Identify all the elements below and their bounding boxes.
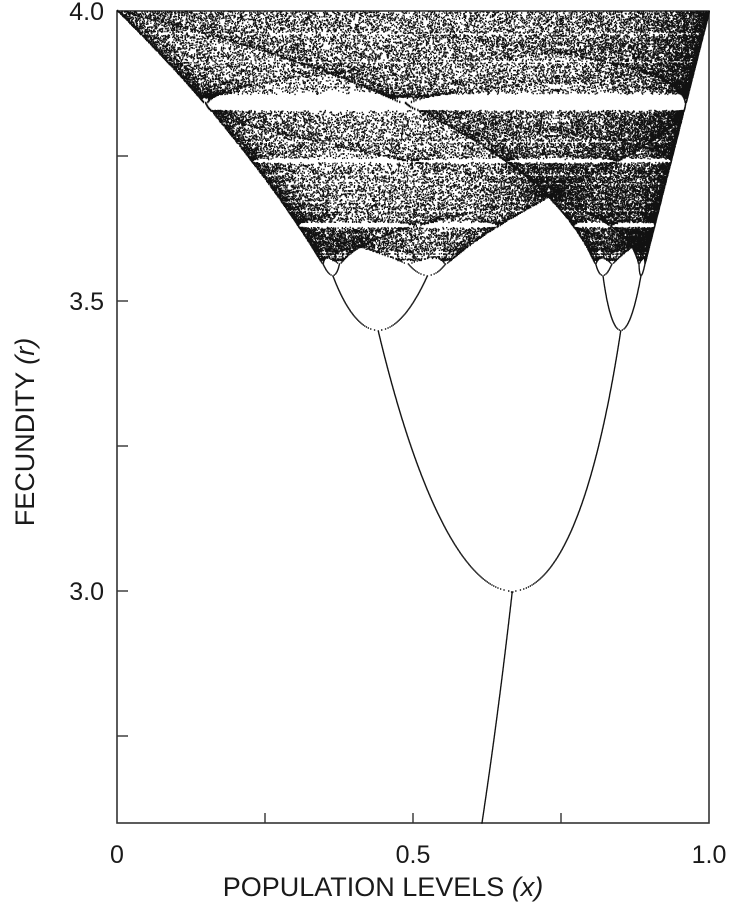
x-tick-label: 0 bbox=[110, 841, 124, 869]
y-axis-title-text: FECUNDITY bbox=[10, 372, 40, 526]
y-tick-label: 3.5 bbox=[69, 288, 104, 316]
x-tick-label: 1.0 bbox=[692, 841, 727, 869]
y-tick-label: 3.0 bbox=[69, 578, 104, 606]
x-axis-title-text: POPULATION LEVELS bbox=[223, 872, 505, 902]
x-axis-title: POPULATION LEVELS (x) bbox=[223, 872, 544, 902]
x-axis-title-var: (x) bbox=[512, 872, 543, 902]
x-tick-label: 0.5 bbox=[396, 841, 431, 869]
y-tick-label: 4.0 bbox=[69, 0, 104, 26]
y-axis-title: FECUNDITY (r) bbox=[10, 338, 40, 527]
y-axis-title-var: (r) bbox=[10, 338, 40, 365]
